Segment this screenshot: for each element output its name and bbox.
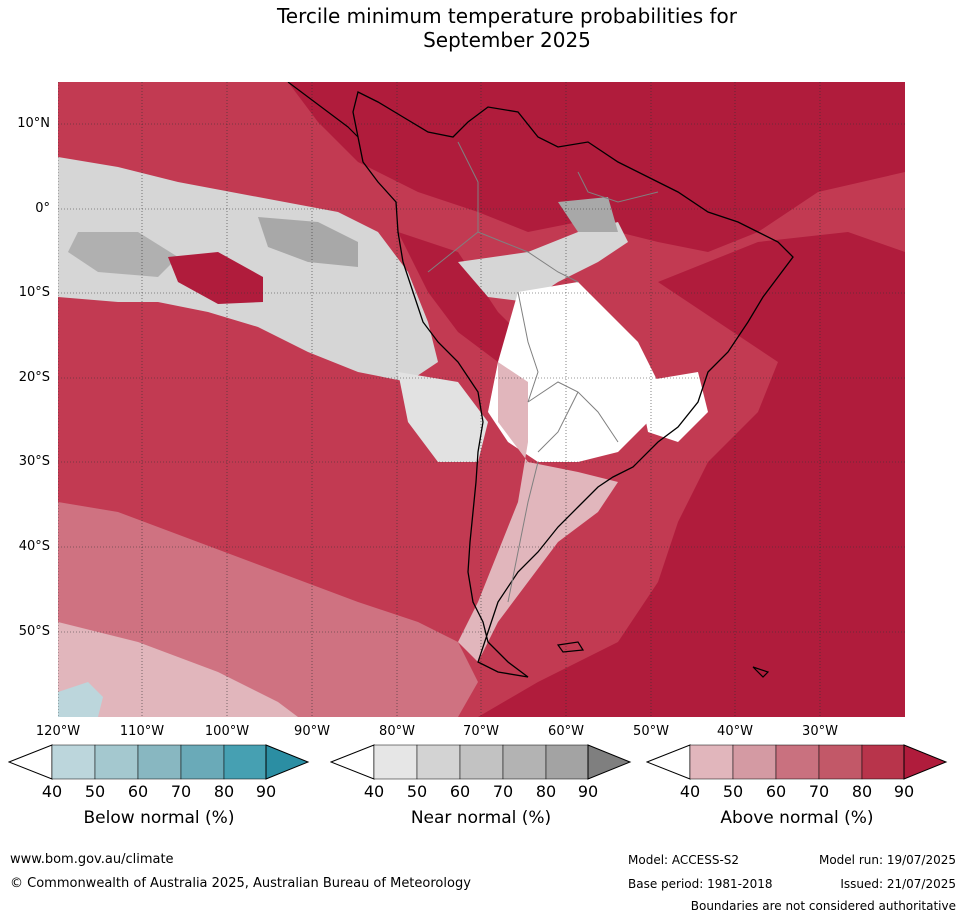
colorbar-below [8,744,310,780]
lat-label-10n: 10°N [17,116,50,131]
colorbar-near-bin [545,744,589,780]
copyright-text: © Commonwealth of Australia 2025, Austra… [10,876,471,891]
colorbar-near-upper-extend [587,744,632,780]
white-patch-east [638,372,708,442]
colorbar-near [330,744,632,780]
lighter-above-south-pacific [58,622,298,717]
colorbar-below-tick: 50 [84,782,106,801]
website-link[interactable]: www.bom.gov.au/climate [10,852,174,867]
near-normal-coast [398,372,488,462]
colorbar-below-lower-extend [8,744,53,780]
colorbar-below-bin [137,744,182,780]
lon-label-50w: 50°W [633,724,669,739]
colorbar-near-lower-extend [330,744,375,780]
lon-label-60w: 60°W [548,724,584,739]
lon-label-40w: 40°W [717,724,753,739]
colorbar-below-tick: 70 [170,782,192,801]
model-text: Model: ACCESS-S2 [628,853,740,867]
colorbar-below-label: Below normal (%) [83,808,235,828]
light-above-south-america [458,362,618,662]
near-normal-dark-pacific [258,217,358,267]
lat-label-50s: 50°S [18,624,50,639]
above-pacific-inner [168,252,263,304]
colorbar-above-tick: 90 [893,782,915,801]
lon-label-80w: 80°W [379,724,415,739]
colorbar-above-tick: 70 [808,782,830,801]
strong-above-andes [398,232,528,362]
colorbar-above-tick: 40 [679,782,701,801]
lon-label-110w: 110°W [119,724,165,739]
coastline-south-america [352,91,794,678]
lat-label-0: 0° [35,201,50,216]
colorbar-below-bin [180,744,225,780]
south-georgia [752,666,770,678]
colorbar-near-tick: 50 [406,782,428,801]
map-title: Tercile minimum temperature probabilitie… [0,4,965,52]
colorbar-above-label: Above normal (%) [720,808,874,828]
colorbar-below-tick: 90 [255,782,277,801]
falkland-islands [556,641,585,653]
issued-text: Issued: 21/07/2025 [840,877,956,891]
colorbar-near-tick: 70 [492,782,514,801]
colorbar-above [646,744,948,780]
colorbar-below-upper-extend [265,744,310,780]
lon-label-70w: 70°W [463,724,499,739]
strong-above-atlantic [478,232,905,717]
white-interior [488,282,658,462]
colorbar-below-bin [51,744,96,780]
model-run-text: Model run: 19/07/2025 [818,853,956,867]
colorbar-near-tick: 90 [577,782,599,801]
country-borders [427,141,659,603]
coastline-central-america [287,82,359,138]
map-svg [58,82,905,717]
colorbar-above-bin [861,744,905,780]
lon-label-90w: 90°W [294,724,330,739]
colorbar-near-tick: 60 [449,782,471,801]
colorbar-above-lower-extend [646,744,691,780]
base-period-text: Base period: 1981-2018 [628,877,773,891]
colorbar-below-bin [223,744,267,780]
lon-label-120w: 120°W [35,724,81,739]
lat-label-30s: 30°S [18,454,50,469]
lon-label-100w: 100°W [204,724,250,739]
title-line-2: September 2025 [423,28,591,52]
title-line-1: Tercile minimum temperature probabilitie… [276,4,738,28]
strong-above-north [288,82,905,252]
colorbar-above-tick: 60 [765,782,787,801]
colorbar-near-label: Near normal (%) [410,808,552,828]
colorbar-above-bin [732,744,777,780]
colorbar-above-tick: 80 [851,782,873,801]
colorbar-above-upper-extend [903,744,948,780]
colorbar-above-bin [689,744,734,780]
lat-label-10s: 10°S [18,285,50,300]
lat-label-40s: 40°S [18,539,50,554]
disclaimer-text: Boundaries are not considered authoritat… [690,899,956,913]
lon-label-30w: 30°W [802,724,838,739]
colorbar-near-tick: 80 [535,782,557,801]
colorbar-below-tick: 40 [41,782,63,801]
colorbar-near-bin [373,744,418,780]
colorbar-near-bin [416,744,461,780]
lat-label-20s: 20°S [18,370,50,385]
graticule [58,82,905,717]
colorbar-below-tick: 80 [213,782,235,801]
colorbar-near-bin [502,744,547,780]
below-normal-patch [58,682,103,717]
colorbar-above-bin [775,744,820,780]
near-normal-dark-west [68,232,178,277]
colorbar-near-bin [459,744,504,780]
probability-map [58,82,905,717]
colorbar-above-tick: 50 [722,782,744,801]
colorbar-below-bin [94,744,139,780]
near-normal-dark-amazon [558,197,618,232]
colorbar-near-tick: 40 [363,782,385,801]
colorbar-above-bin [818,744,863,780]
colorbar-below-tick: 60 [127,782,149,801]
